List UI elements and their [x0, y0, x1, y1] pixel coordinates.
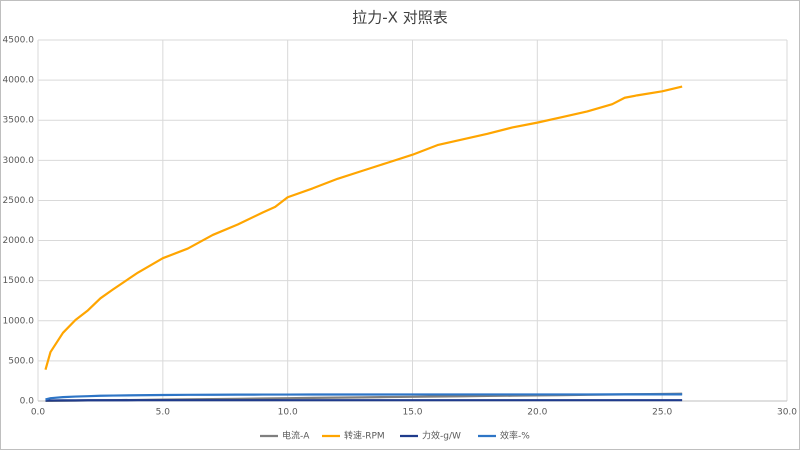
x-tick-label: 25.0	[652, 408, 672, 418]
y-tick-label: 2000.0	[3, 236, 35, 246]
y-tick-label: 500.0	[8, 356, 34, 366]
y-tick-label: 0.0	[20, 397, 35, 407]
y-tick-label: 4000.0	[3, 76, 35, 86]
chart-title: 拉力-X 对照表	[352, 9, 447, 27]
x-tick-label: 10.0	[278, 408, 298, 418]
x-tick-label: 20.0	[527, 408, 547, 418]
y-tick-label: 3000.0	[3, 156, 35, 166]
y-tick-label: 1500.0	[3, 276, 35, 286]
y-tick-label: 1000.0	[3, 316, 35, 326]
legend-label: 转速-RPM	[344, 430, 385, 442]
x-tick-label: 5.0	[156, 408, 171, 418]
y-tick-label: 2500.0	[3, 196, 35, 206]
y-tick-label: 4500.0	[3, 36, 35, 46]
legend-label: 电流-A	[282, 430, 310, 442]
x-tick-label: 0.0	[31, 408, 46, 418]
y-tick-label: 3500.0	[3, 116, 35, 126]
legend-label: 效率-%	[500, 430, 530, 442]
x-tick-label: 15.0	[402, 408, 422, 418]
legend-label: 力效-g/W	[422, 430, 461, 442]
x-tick-label: 30.0	[777, 408, 797, 418]
